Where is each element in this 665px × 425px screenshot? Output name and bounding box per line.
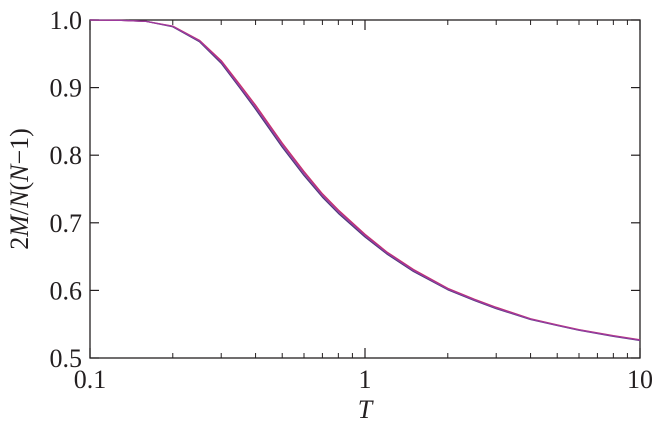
y-tick-label: 1.0 — [50, 6, 83, 35]
tick-labels: 0.5 0.6 0.7 0.8 0.9 1.0 0.1 1 10 — [50, 6, 654, 394]
plot-frame — [89, 19, 641, 359]
series-line-3 — [89, 19, 641, 341]
x-tick-label: 1 — [359, 365, 372, 394]
series-group — [89, 19, 641, 342]
y-tick-label: 0.8 — [50, 141, 83, 170]
ticks — [89, 19, 641, 359]
y-tick-label: 0.6 — [50, 276, 83, 305]
y-axis-label: 2M/N(N−1) — [5, 128, 34, 250]
y-tick-label: 0.5 — [50, 344, 83, 373]
x-axis-label: T — [358, 395, 374, 424]
x-tick-label: 10 — [627, 365, 653, 394]
y-tick-label: 0.9 — [50, 74, 83, 103]
x-tick-label: 0.1 — [74, 365, 107, 394]
y-tick-label: 0.7 — [50, 209, 83, 238]
series-line-2 — [89, 19, 641, 341]
series-line-1 — [89, 19, 641, 342]
